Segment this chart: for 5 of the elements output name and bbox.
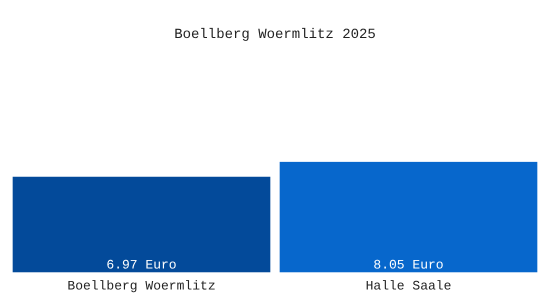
chart-title: Boellberg Woermlitz 2025: [174, 27, 376, 44]
data-label: 6.97 Euro: [106, 257, 177, 272]
x-tick-label: Boellberg Woermlitz: [67, 278, 216, 294]
x-tick-label: Halle Saale: [366, 278, 452, 294]
data-label: 8.05 Euro: [373, 257, 444, 272]
